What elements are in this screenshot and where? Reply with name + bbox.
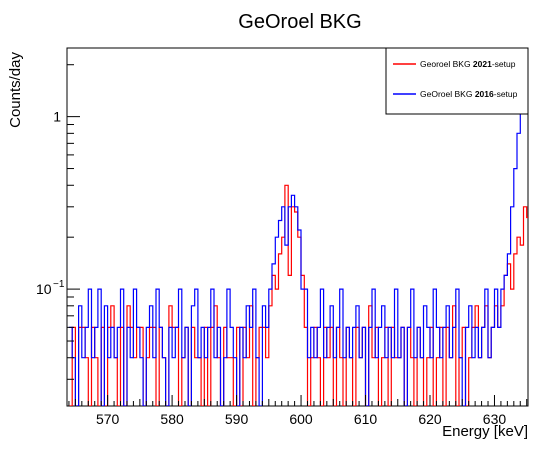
x-tick-label: 620 bbox=[418, 411, 442, 427]
x-tick-label: 590 bbox=[225, 411, 249, 427]
chart-title: GeOroel BKG bbox=[238, 11, 361, 33]
legend-box bbox=[385, 47, 529, 115]
x-tick-label: 580 bbox=[160, 411, 184, 427]
y-tick-label: 10 bbox=[36, 281, 52, 297]
y-axis-label: Counts/day bbox=[7, 52, 24, 128]
y-tick-label: 1 bbox=[53, 109, 61, 125]
x-tick-label: 600 bbox=[289, 411, 313, 427]
series-layer bbox=[68, 96, 528, 406]
legend-label-2: GeOroel BKG 2016-setup bbox=[420, 89, 518, 99]
y-axis: 10 −1 1 bbox=[36, 64, 80, 380]
series-2-histogram bbox=[68, 96, 528, 406]
legend-label-1: Georoel BKG 2021-setup bbox=[420, 59, 516, 69]
x-axis-label: Energy [keV] bbox=[442, 423, 528, 440]
x-tick-label: 630 bbox=[483, 411, 507, 427]
x-tick-label: 610 bbox=[354, 411, 378, 427]
x-axis: 570 580 590 600 610 620 630 bbox=[68, 395, 528, 427]
x-tick-label: 570 bbox=[96, 411, 120, 427]
legend: Georoel BKG 2021-setup GeOroel BKG 2016-s… bbox=[385, 47, 529, 115]
y-tick-label-exponent: −1 bbox=[53, 279, 65, 290]
